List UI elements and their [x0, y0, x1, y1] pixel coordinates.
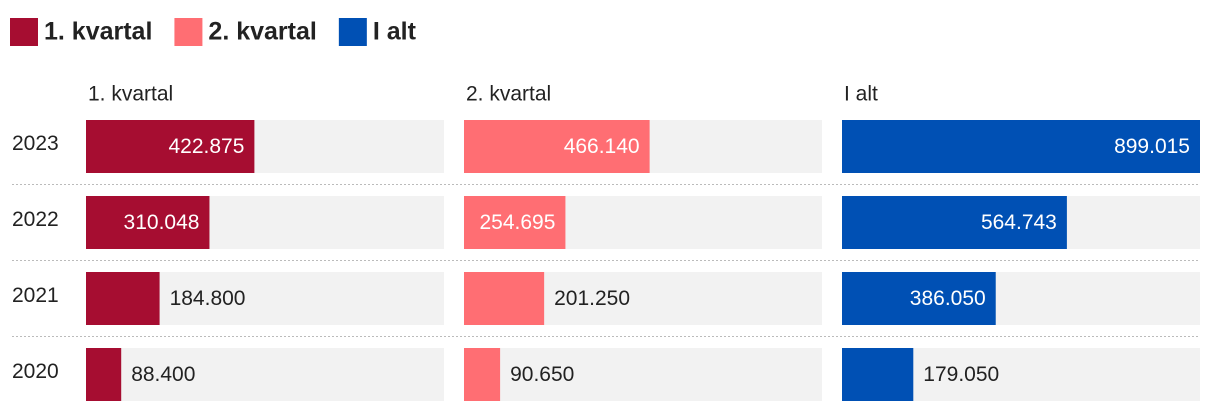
bar [86, 348, 122, 401]
bar [86, 272, 160, 325]
value-label: 201.250 [554, 287, 630, 310]
value-label: 899.015 [1114, 135, 1190, 158]
panel-title: 2. kvartal [466, 83, 551, 106]
bar [842, 348, 914, 401]
bar [842, 272, 996, 325]
value-label: 466.140 [564, 135, 640, 158]
value-label: 179.050 [923, 363, 999, 386]
bar-track [464, 348, 822, 401]
value-label: 254.695 [480, 211, 556, 234]
bar [464, 348, 501, 401]
bar [86, 120, 255, 173]
panel-title: I alt [844, 83, 878, 106]
value-label: 90.650 [510, 363, 574, 386]
bar [464, 120, 650, 173]
legend-label: 1. kvartal [44, 18, 152, 46]
bar [464, 196, 566, 249]
legend-label: 2. kvartal [208, 18, 316, 46]
legend-swatch [338, 18, 367, 46]
year-label: 2022 [12, 208, 59, 231]
year-label: 2020 [12, 360, 59, 383]
legend-label: I alt [373, 18, 417, 46]
bar [842, 196, 1067, 249]
bar [86, 196, 210, 249]
bar-track [86, 348, 444, 401]
bar [842, 120, 1200, 173]
legend-swatch [174, 18, 203, 46]
value-label: 386.050 [910, 287, 986, 310]
value-label: 184.800 [170, 287, 246, 310]
value-label: 564.743 [981, 211, 1057, 234]
panel-title: 1. kvartal [88, 83, 173, 106]
value-label: 422.875 [168, 135, 244, 158]
value-label: 88.400 [131, 363, 195, 386]
year-label: 2021 [12, 284, 59, 307]
value-label: 310.048 [124, 211, 200, 234]
legend-swatch [10, 18, 38, 46]
year-label: 2023 [12, 132, 59, 155]
bar [464, 272, 545, 325]
